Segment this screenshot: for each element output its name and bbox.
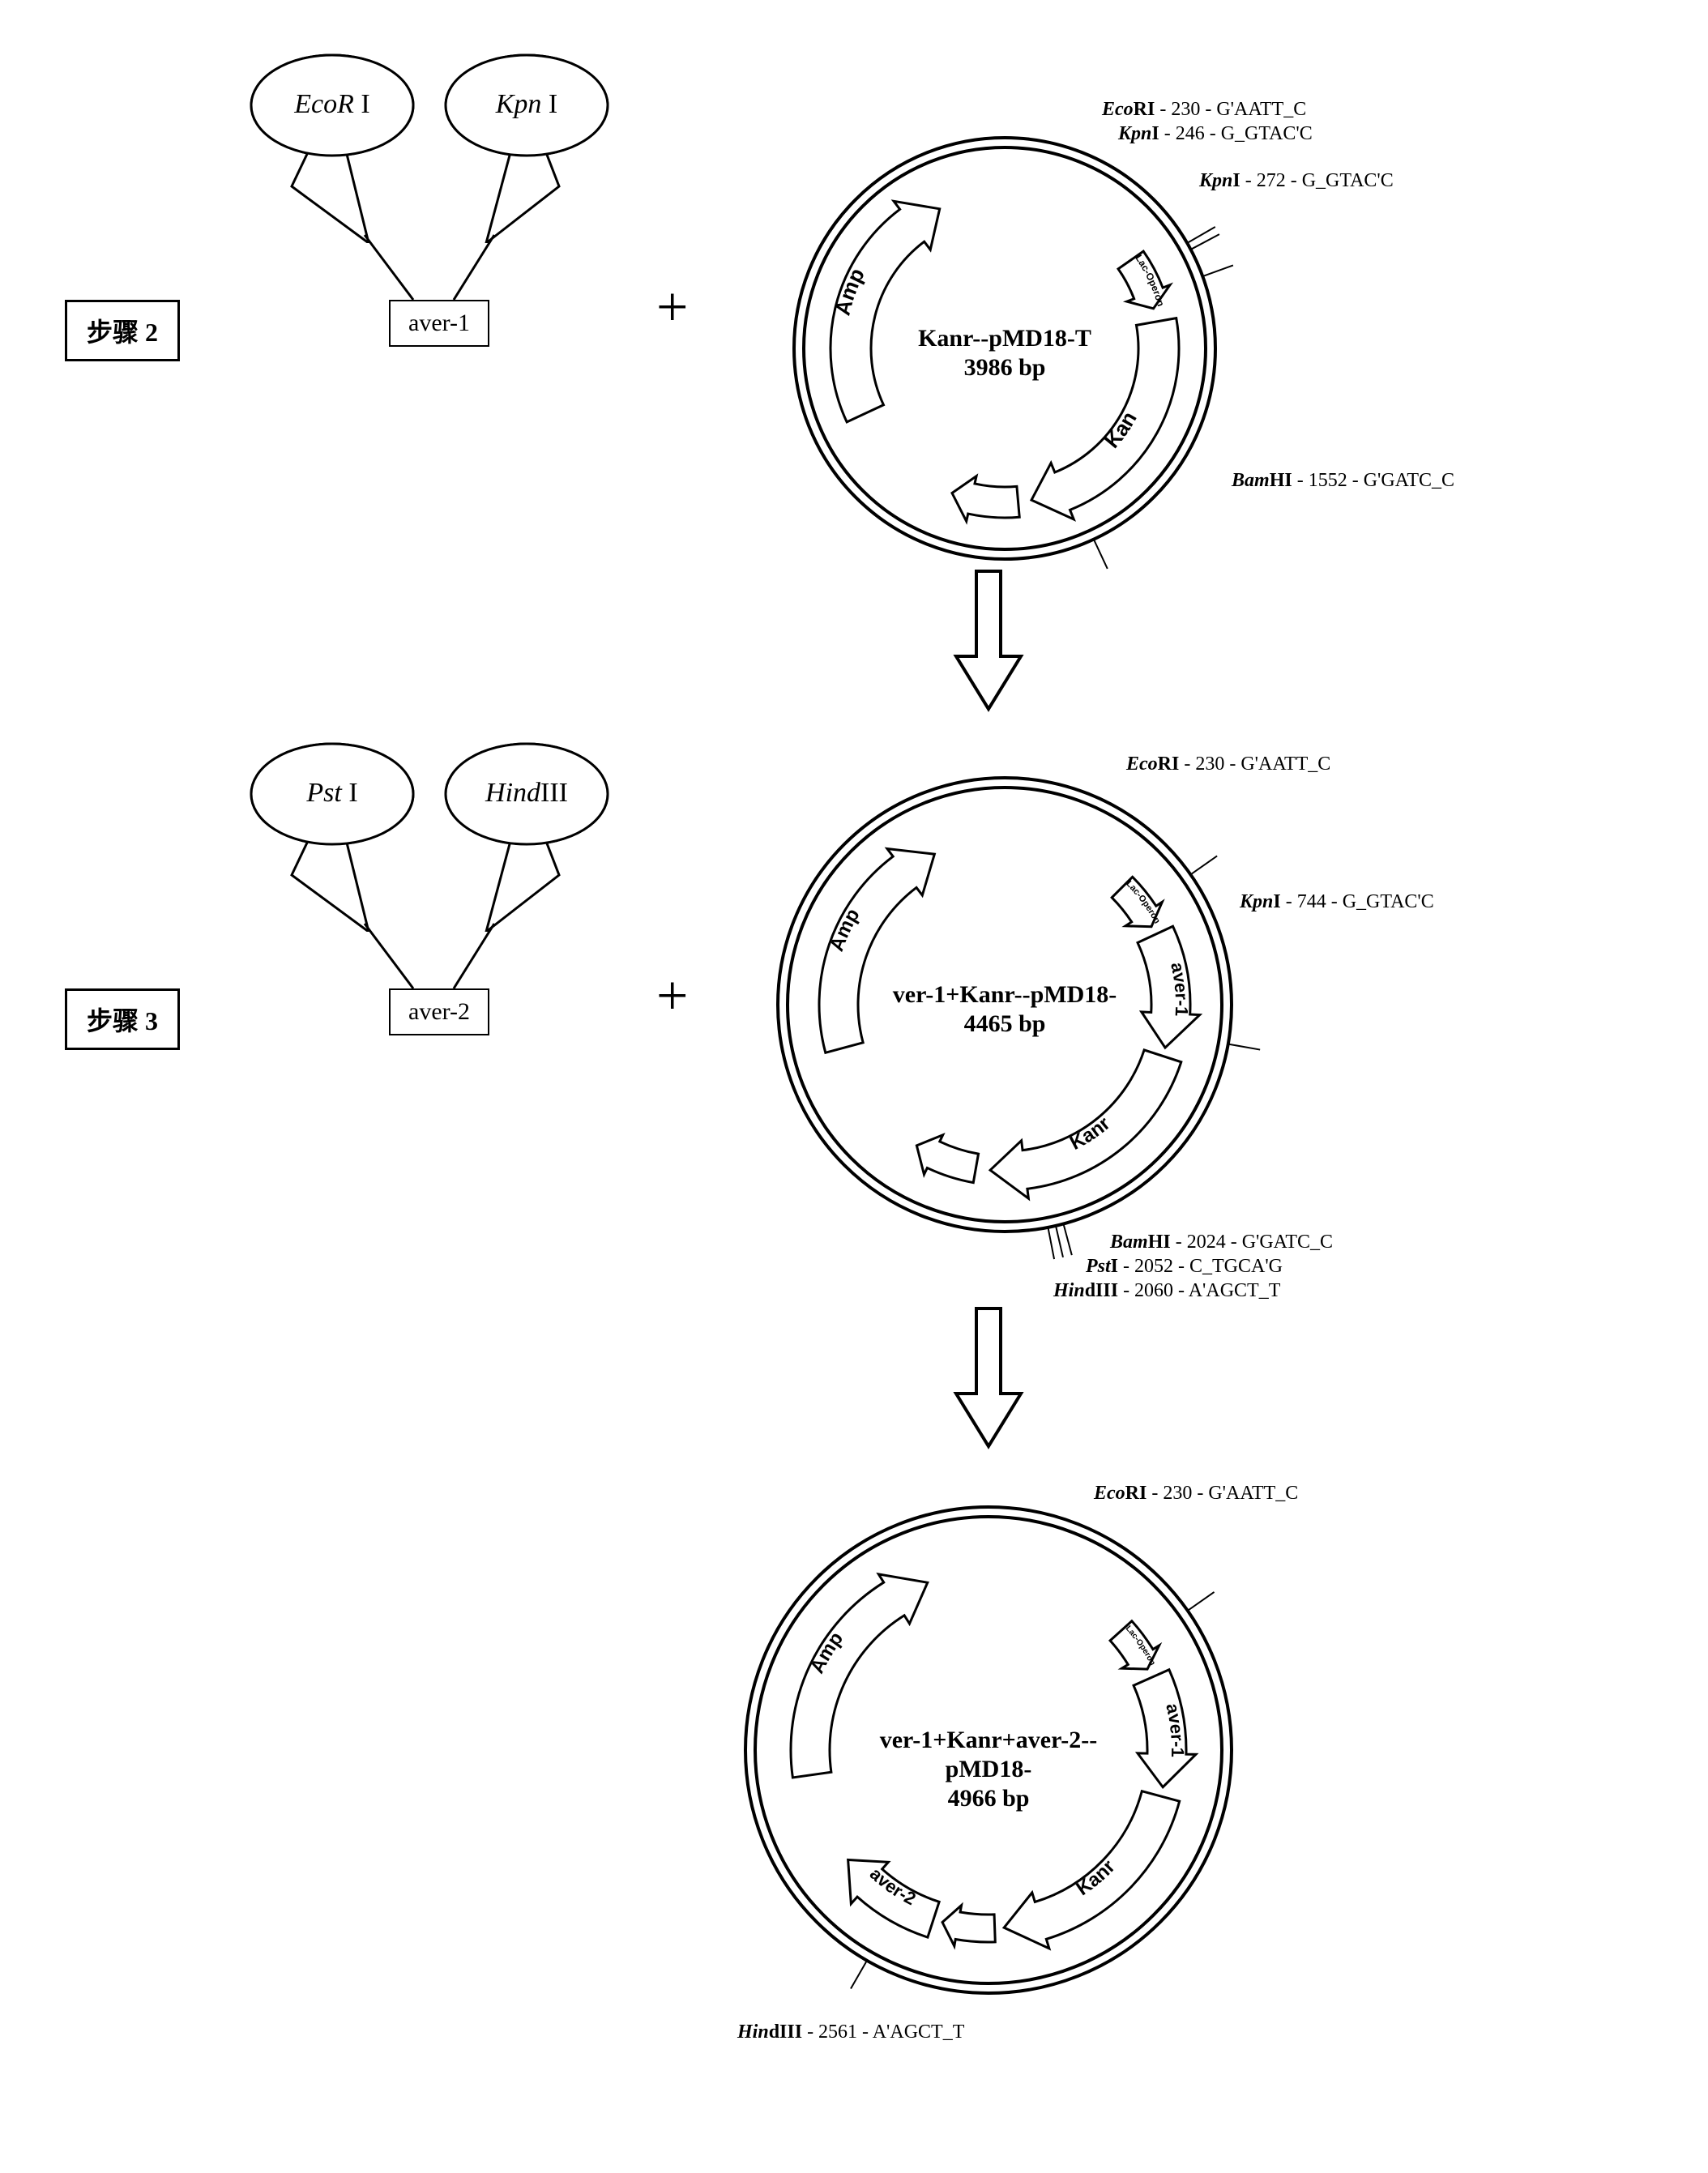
pst1-label: Pst I: [259, 778, 405, 809]
plus-2: +: [656, 964, 688, 1029]
aver2-label: aver-2: [408, 998, 470, 1025]
site-p1-kpn1-246: KpnI - 246 - G_GTAC'C: [1118, 123, 1313, 145]
step2-box: 步骤 2: [65, 300, 180, 361]
ecor1-label: EcoR I: [259, 89, 405, 120]
site-p1-ecor1: EcoRI - 230 - G'AATT_C: [1102, 99, 1306, 121]
plus-1: +: [656, 275, 688, 340]
site-p2-hind3: HindIII - 2060 - A'AGCT_T: [1053, 1280, 1280, 1302]
site-p2-pst1: PstI - 2052 - C_TGCA'G: [1086, 1256, 1283, 1278]
insert-aver2: aver-2: [389, 988, 489, 1035]
plasmid-title: ver-1+Kanr+aver-2--pMD18-4966 bp: [851, 1726, 1126, 1813]
plasmid-ver1-kanr-pmd18: Lac-Operonaver-1KanrAmpver-1+Kanr--pMD18…: [745, 745, 1264, 1264]
plasmid-title: ver-1+Kanr--pMD18-4465 bp: [867, 980, 1142, 1039]
enzyme-name: Pst: [306, 778, 341, 808]
bubble-pst1: [243, 737, 421, 932]
insert-aver1: aver-1: [389, 300, 489, 347]
kpn1-label: Kpn I: [454, 89, 600, 120]
site-p2-kpn1: KpnI - 744 - G_GTAC'C: [1240, 891, 1434, 913]
step3-label: 步骤 3: [87, 1006, 158, 1035]
site-p1-kpn1-272: KpnI - 272 - G_GTAC'C: [1199, 170, 1394, 192]
down-arrow-1: [948, 567, 1029, 713]
site-p3-ecor1: EcoRI - 230 - G'AATT_C: [1094, 1483, 1298, 1505]
cloning-diagram: 步骤 2 EcoR I Kpn I aver-1 + Lac-OperonKan…: [32, 32, 1676, 2139]
site-p2-bamh1: BamHI - 2024 - G'GATC_C: [1110, 1232, 1333, 1253]
enzyme-name: Kpn: [496, 89, 542, 119]
bubble-hind3: [438, 737, 616, 932]
plasmid-ver1-kanr-aver2-pmd18: Lac-Operonaver-1Kanraver-2Ampver-1+Kanr+…: [713, 1475, 1264, 2026]
hind3-label: HindIII: [454, 778, 600, 809]
plasmid-title: Kanr--pMD18-T3986 bp: [867, 324, 1142, 382]
bubble-ecor1: [243, 49, 421, 243]
site-p1-bamh1: BamHI - 1552 - G'GATC_C: [1232, 470, 1454, 492]
aver1-label: aver-1: [408, 310, 470, 336]
bubble-kpn1: [438, 49, 616, 243]
site-p2-ecor1: EcoRI - 230 - G'AATT_C: [1126, 754, 1330, 775]
enzyme-name: EcoR: [294, 89, 354, 119]
connector-step3: [340, 916, 551, 997]
down-arrow-2: [948, 1304, 1029, 1450]
enzyme-name: Hind: [485, 778, 540, 808]
step3-box: 步骤 3: [65, 988, 180, 1050]
site-p3-hind3: HindIII - 2561 - A'AGCT_T: [737, 2021, 964, 2043]
step2-label: 步骤 2: [87, 318, 158, 347]
connector-step2: [340, 227, 551, 308]
plasmid-kanr-pmd18t: Lac-OperonKanAmpKanr--pMD18-T3986 bp: [762, 105, 1248, 591]
